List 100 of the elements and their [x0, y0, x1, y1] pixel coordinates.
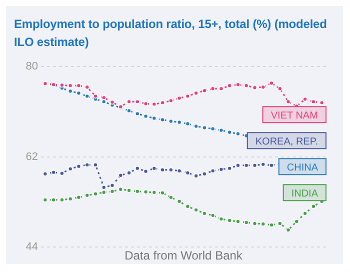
point — [126, 108, 132, 114]
point — [260, 222, 266, 226]
point — [160, 100, 165, 106]
point — [168, 167, 174, 172]
point — [60, 170, 64, 176]
y-tick-label: 62 — [26, 150, 38, 163]
point — [236, 82, 240, 88]
point — [210, 86, 216, 92]
point — [194, 208, 198, 212]
point — [126, 188, 132, 193]
point — [244, 220, 249, 225]
point — [302, 211, 308, 216]
point — [152, 190, 157, 195]
point — [76, 164, 82, 169]
point — [269, 80, 274, 86]
point — [210, 168, 216, 174]
point — [202, 211, 207, 216]
point — [319, 100, 324, 106]
point — [311, 99, 316, 104]
point — [84, 84, 90, 90]
point — [152, 102, 157, 107]
point — [244, 162, 249, 168]
point — [51, 197, 56, 202]
point — [60, 197, 64, 202]
point — [185, 94, 190, 99]
point — [143, 114, 148, 119]
point — [210, 213, 216, 218]
point — [286, 99, 291, 104]
point — [176, 168, 182, 174]
point — [311, 204, 316, 209]
point — [118, 186, 124, 192]
point — [277, 221, 282, 226]
point — [93, 94, 98, 99]
point — [252, 162, 258, 168]
point — [227, 83, 232, 88]
point — [302, 96, 308, 102]
point — [236, 162, 240, 168]
series-label: VIET NAM — [270, 110, 318, 122]
text: CHINA — [286, 162, 318, 174]
point — [118, 172, 124, 178]
point — [236, 131, 240, 136]
point — [185, 121, 190, 126]
point — [110, 100, 115, 105]
y-tick-label: 80 — [26, 60, 38, 73]
point — [93, 191, 98, 196]
point — [168, 98, 174, 104]
point — [252, 85, 258, 90]
point — [76, 90, 82, 96]
point — [101, 95, 106, 100]
point — [110, 182, 115, 188]
point — [236, 219, 240, 224]
point — [134, 188, 140, 194]
point — [143, 168, 148, 174]
point — [93, 162, 98, 168]
point — [168, 194, 174, 200]
point — [76, 194, 82, 200]
point — [134, 111, 140, 116]
point — [269, 162, 274, 168]
point — [194, 90, 198, 96]
point — [84, 162, 90, 168]
point — [134, 99, 140, 104]
point — [126, 170, 132, 176]
point — [185, 204, 190, 209]
text: Data from World Bank — [124, 248, 244, 262]
point — [126, 99, 132, 104]
point — [101, 190, 106, 195]
point — [294, 219, 300, 224]
point — [160, 190, 165, 196]
point — [176, 120, 182, 125]
point — [185, 170, 190, 176]
point — [269, 222, 274, 228]
point — [42, 197, 48, 202]
point — [42, 171, 48, 176]
point — [194, 173, 198, 178]
point — [84, 94, 90, 99]
point — [60, 82, 64, 88]
series-label: KOREA, REP. — [255, 136, 318, 148]
point — [218, 216, 224, 222]
point — [160, 167, 165, 172]
point — [244, 83, 249, 88]
point — [202, 171, 207, 176]
point — [260, 162, 266, 167]
point — [202, 125, 207, 130]
point — [143, 189, 148, 194]
point — [51, 170, 56, 175]
point — [286, 228, 291, 232]
point — [68, 88, 73, 94]
point — [210, 126, 216, 132]
point — [152, 116, 157, 121]
point — [152, 166, 157, 171]
point — [218, 166, 224, 172]
point — [101, 184, 106, 190]
point — [218, 86, 224, 92]
point — [227, 166, 232, 171]
y-tick-label: 44 — [26, 241, 38, 254]
point — [194, 124, 198, 129]
point — [227, 218, 232, 223]
point — [202, 88, 207, 94]
point — [260, 84, 266, 90]
point — [168, 118, 174, 124]
